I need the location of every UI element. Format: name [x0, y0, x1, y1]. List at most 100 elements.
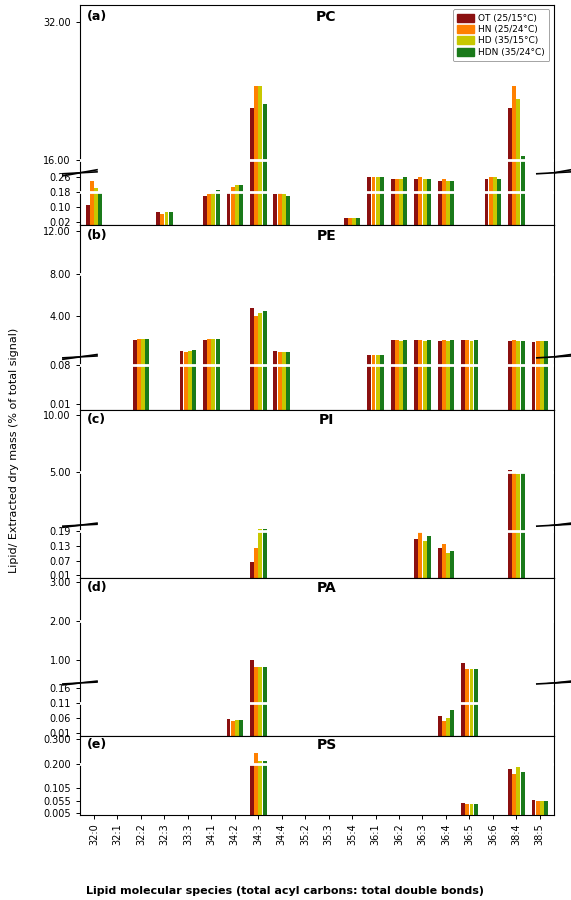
- Bar: [211, 0, 215, 410]
- Bar: [380, 296, 384, 298]
- Bar: [286, 297, 290, 298]
- Bar: [446, 341, 450, 359]
- Bar: [259, 526, 262, 528]
- Bar: [414, 0, 418, 410]
- Bar: [98, 193, 102, 225]
- Bar: [216, 0, 220, 410]
- Bar: [395, 179, 399, 225]
- Bar: [286, 22, 290, 410]
- Bar: [263, 0, 267, 225]
- Bar: [367, 296, 371, 298]
- Bar: [423, 296, 427, 298]
- Bar: [437, 527, 441, 528]
- Bar: [132, 0, 136, 410]
- Bar: [180, 0, 183, 410]
- Bar: [169, 212, 172, 225]
- Bar: [352, 218, 356, 225]
- Text: PC: PC: [316, 10, 337, 23]
- Bar: [380, 177, 384, 225]
- Bar: [427, 526, 431, 528]
- Bar: [521, 341, 525, 359]
- Bar: [227, 697, 230, 698]
- Bar: [207, 339, 211, 359]
- Bar: [188, 0, 192, 410]
- Bar: [391, 340, 395, 359]
- Bar: [461, 662, 465, 698]
- Bar: [263, 760, 267, 814]
- Bar: [414, 526, 418, 528]
- Bar: [544, 341, 548, 359]
- Bar: [216, 190, 220, 225]
- Bar: [239, 720, 243, 735]
- Bar: [489, 296, 493, 298]
- Text: (c): (c): [87, 413, 106, 426]
- Bar: [274, 0, 278, 410]
- Bar: [250, 108, 254, 298]
- Bar: [259, 667, 262, 698]
- Bar: [508, 0, 512, 225]
- Bar: [423, 179, 427, 225]
- Bar: [493, 177, 497, 225]
- Bar: [536, 341, 540, 359]
- Bar: [427, 296, 431, 298]
- Bar: [423, 526, 427, 528]
- Bar: [474, 669, 478, 698]
- Bar: [521, 156, 525, 298]
- Text: (a): (a): [87, 10, 107, 22]
- Bar: [391, 0, 395, 410]
- Bar: [497, 296, 501, 298]
- Bar: [94, 296, 98, 298]
- Text: PE: PE: [316, 230, 336, 243]
- Bar: [485, 296, 488, 298]
- Bar: [356, 218, 360, 225]
- Bar: [380, 188, 384, 410]
- Bar: [419, 531, 423, 578]
- Bar: [132, 340, 136, 359]
- Bar: [427, 340, 431, 359]
- Bar: [259, 313, 262, 359]
- Bar: [469, 669, 473, 698]
- Bar: [90, 181, 94, 225]
- Bar: [423, 541, 427, 578]
- Bar: [254, 527, 258, 528]
- Bar: [508, 0, 512, 578]
- Text: (d): (d): [87, 581, 108, 594]
- Bar: [465, 805, 469, 814]
- Bar: [263, 489, 267, 735]
- Bar: [446, 181, 450, 225]
- Bar: [437, 341, 441, 359]
- Bar: [254, 548, 258, 578]
- Bar: [419, 526, 423, 528]
- Bar: [536, 0, 540, 410]
- Bar: [451, 181, 454, 225]
- Bar: [414, 179, 418, 225]
- Bar: [274, 194, 278, 225]
- Bar: [419, 340, 423, 359]
- Bar: [376, 355, 380, 359]
- Bar: [419, 296, 423, 298]
- Bar: [372, 296, 375, 298]
- Legend: OT (25/15°C), HN (25/24°C), HD (35/15°C), HDN (35/24°C): OT (25/15°C), HN (25/24°C), HD (35/15°C)…: [453, 9, 549, 61]
- Bar: [254, 753, 258, 814]
- Bar: [192, 350, 196, 359]
- Bar: [442, 179, 446, 225]
- Bar: [399, 296, 403, 298]
- Bar: [485, 179, 488, 225]
- Bar: [446, 697, 450, 698]
- Text: (e): (e): [87, 738, 107, 751]
- Bar: [508, 341, 512, 359]
- Bar: [465, 340, 469, 359]
- Bar: [372, 216, 375, 410]
- Bar: [146, 0, 149, 410]
- Bar: [461, 340, 465, 359]
- Bar: [427, 536, 431, 578]
- Bar: [282, 33, 286, 410]
- Bar: [442, 527, 446, 528]
- Bar: [282, 194, 286, 225]
- Bar: [446, 296, 450, 298]
- Bar: [512, 0, 516, 225]
- Bar: [517, 0, 520, 225]
- Bar: [207, 296, 211, 298]
- Bar: [451, 296, 454, 298]
- Bar: [442, 0, 446, 410]
